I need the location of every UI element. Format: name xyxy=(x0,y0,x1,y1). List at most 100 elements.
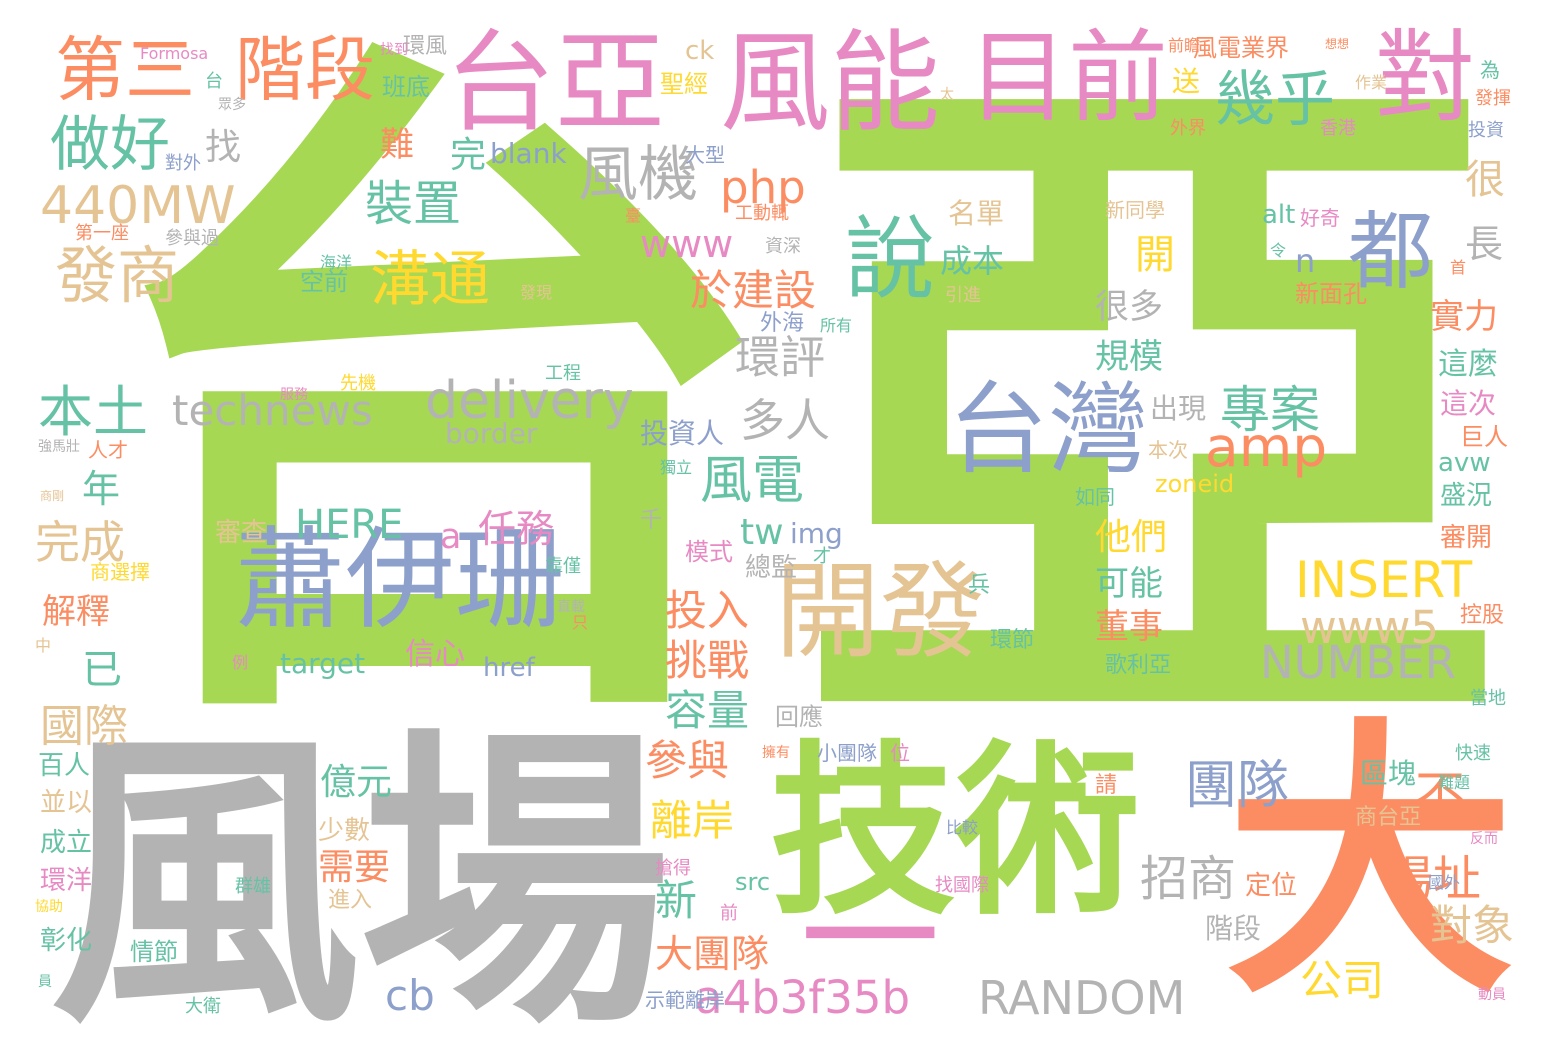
word-cloud-word: 太 xyxy=(940,87,954,103)
word-cloud-word: 員 xyxy=(38,974,52,990)
word-cloud-word: 對 xyxy=(1375,19,1475,136)
word-cloud-word: 千 xyxy=(640,508,663,533)
word-cloud-word: 大團隊 xyxy=(655,932,770,976)
word-cloud-word: 比較 xyxy=(946,818,979,837)
word-cloud-word: 投入 xyxy=(665,586,750,635)
word-cloud-word: 臺 xyxy=(625,206,642,225)
word-cloud-word: 階段 xyxy=(235,29,375,111)
word-cloud-word: 回應 xyxy=(775,703,823,731)
word-cloud-word: 亞 xyxy=(795,1,1510,834)
word-cloud-word: 環節 xyxy=(990,628,1035,653)
word-cloud-word: 香港 xyxy=(1320,118,1356,139)
word-cloud-word: 發揮 xyxy=(1475,88,1511,109)
word-cloud-word: 一 xyxy=(800,858,941,1021)
word-cloud-word: n xyxy=(1295,242,1316,280)
word-cloud-word: 第三 xyxy=(55,29,195,111)
word-cloud-word: 風電業界 xyxy=(1193,34,1289,62)
word-cloud-word: 外海 xyxy=(760,311,805,336)
word-cloud-word: 本土 xyxy=(38,380,149,444)
word-cloud-word: 參與 xyxy=(645,736,730,785)
word-cloud-word: 空前 xyxy=(300,268,348,296)
word-cloud-word: 國際 xyxy=(40,701,128,752)
word-cloud-word: 長 xyxy=(1465,222,1504,266)
word-cloud-word: 成立 xyxy=(40,828,93,858)
word-cloud-word: 所有 xyxy=(820,316,853,335)
word-cloud-word: 發商 xyxy=(55,239,180,312)
word-cloud-word: 外界 xyxy=(1170,118,1206,139)
word-cloud-word: 快速 xyxy=(1455,743,1491,764)
word-cloud-word: 開發 xyxy=(775,551,986,673)
word-cloud-word: 彰化 xyxy=(40,926,93,956)
word-cloud-word: 做好 xyxy=(50,110,170,180)
word-cloud-word: 例 xyxy=(232,653,249,672)
word-cloud-word: 目前 xyxy=(968,19,1168,136)
word-cloud-word: NUMBER xyxy=(1260,636,1456,689)
word-cloud-word: 位 xyxy=(890,741,910,765)
word-cloud-word: 風機 xyxy=(578,140,698,210)
word-cloud-word: 為 xyxy=(1480,58,1500,82)
word-cloud-word: 定位 xyxy=(1245,871,1298,901)
word-cloud-word: 模式 xyxy=(685,538,733,566)
word-cloud-word: technews xyxy=(172,386,373,435)
word-cloud-word: INSERT xyxy=(1295,551,1473,609)
word-cloud-word: 名單 xyxy=(948,197,1005,230)
word-cloud-word: 本次 xyxy=(1148,438,1188,462)
word-cloud-word: 台亞 xyxy=(445,19,665,147)
word-cloud-word: 工動輒 xyxy=(735,203,789,224)
word-cloud-word: 進入 xyxy=(328,888,373,913)
word-cloud-word: 當地 xyxy=(1470,688,1506,709)
word-cloud-word: src xyxy=(735,868,771,896)
word-cloud-word: 擁有 xyxy=(762,745,790,761)
word-cloud-word: 規模 xyxy=(1095,337,1163,377)
word-cloud-word: 億元 xyxy=(320,762,393,803)
word-cloud-word: 示範離岸 xyxy=(645,988,725,1012)
word-cloud-word: 他們 xyxy=(1095,517,1168,558)
word-cloud-word: border xyxy=(445,417,538,450)
word-cloud-word: RANDOM xyxy=(978,971,1186,1025)
word-cloud-word: 好奇 xyxy=(1300,206,1340,230)
word-cloud-word: 技術 xyxy=(770,724,1140,940)
word-cloud-word: 令 xyxy=(1270,241,1287,260)
word-cloud-word: 搶得 xyxy=(655,858,691,879)
word-cloud-word: 如同 xyxy=(1075,485,1115,509)
word-cloud-word: 大型 xyxy=(685,143,725,167)
word-cloud-word: 公司 xyxy=(1300,956,1385,1005)
word-cloud-word: 團隊 xyxy=(1185,756,1290,816)
word-cloud-word: 投資 xyxy=(1468,120,1504,141)
word-cloud-word: 參與過 xyxy=(165,228,219,249)
word-cloud-word: 獨立 xyxy=(660,458,693,477)
word-cloud-word: 資深 xyxy=(765,236,801,257)
word-cloud-word: 海洋 xyxy=(320,253,353,272)
word-cloud-word: 難題 xyxy=(1438,773,1471,792)
word-cloud-word: blank xyxy=(490,137,567,170)
word-cloud-word: 投資人 xyxy=(640,417,725,450)
word-cloud-word: 成本 xyxy=(940,242,1005,280)
word-cloud-word: 挑戰 xyxy=(665,636,750,685)
word-cloud-word: 任務 xyxy=(478,507,555,551)
word-cloud-word: 容量 xyxy=(665,686,750,735)
word-cloud-word: alt xyxy=(1262,200,1296,230)
word-cloud-word: target xyxy=(280,647,366,680)
word-cloud-word: 很 xyxy=(1465,157,1505,203)
word-cloud-word: 審開 xyxy=(1440,523,1493,553)
word-cloud-word: 解釋 xyxy=(42,592,110,632)
word-cloud-word: 離岸 xyxy=(650,796,735,845)
word-cloud-word: 強馬壯 xyxy=(38,439,80,455)
word-cloud-word: 風能 xyxy=(720,19,940,147)
word-cloud-word: 協助 xyxy=(35,899,63,915)
word-cloud-word: 董事 xyxy=(1095,607,1163,647)
word-cloud-word: 作業 xyxy=(1355,73,1388,92)
word-cloud-word: ck xyxy=(685,36,715,66)
word-cloud-word: 對象 xyxy=(1430,901,1515,950)
word-cloud-word: 巨人 xyxy=(1460,423,1508,451)
word-cloud-word: a xyxy=(440,517,462,557)
word-cloud-word: 兵 xyxy=(968,573,991,598)
word-cloud-word: 說 xyxy=(845,207,935,312)
word-cloud-word: 環風 xyxy=(403,34,448,59)
word-cloud-word: 盛況 xyxy=(1440,481,1493,511)
word-cloud-word: 台 xyxy=(205,71,223,92)
word-cloud-word: 台灣 xyxy=(948,371,1148,488)
word-cloud-word: 大 xyxy=(1225,696,1515,1033)
word-cloud-word: 完 xyxy=(450,135,487,176)
